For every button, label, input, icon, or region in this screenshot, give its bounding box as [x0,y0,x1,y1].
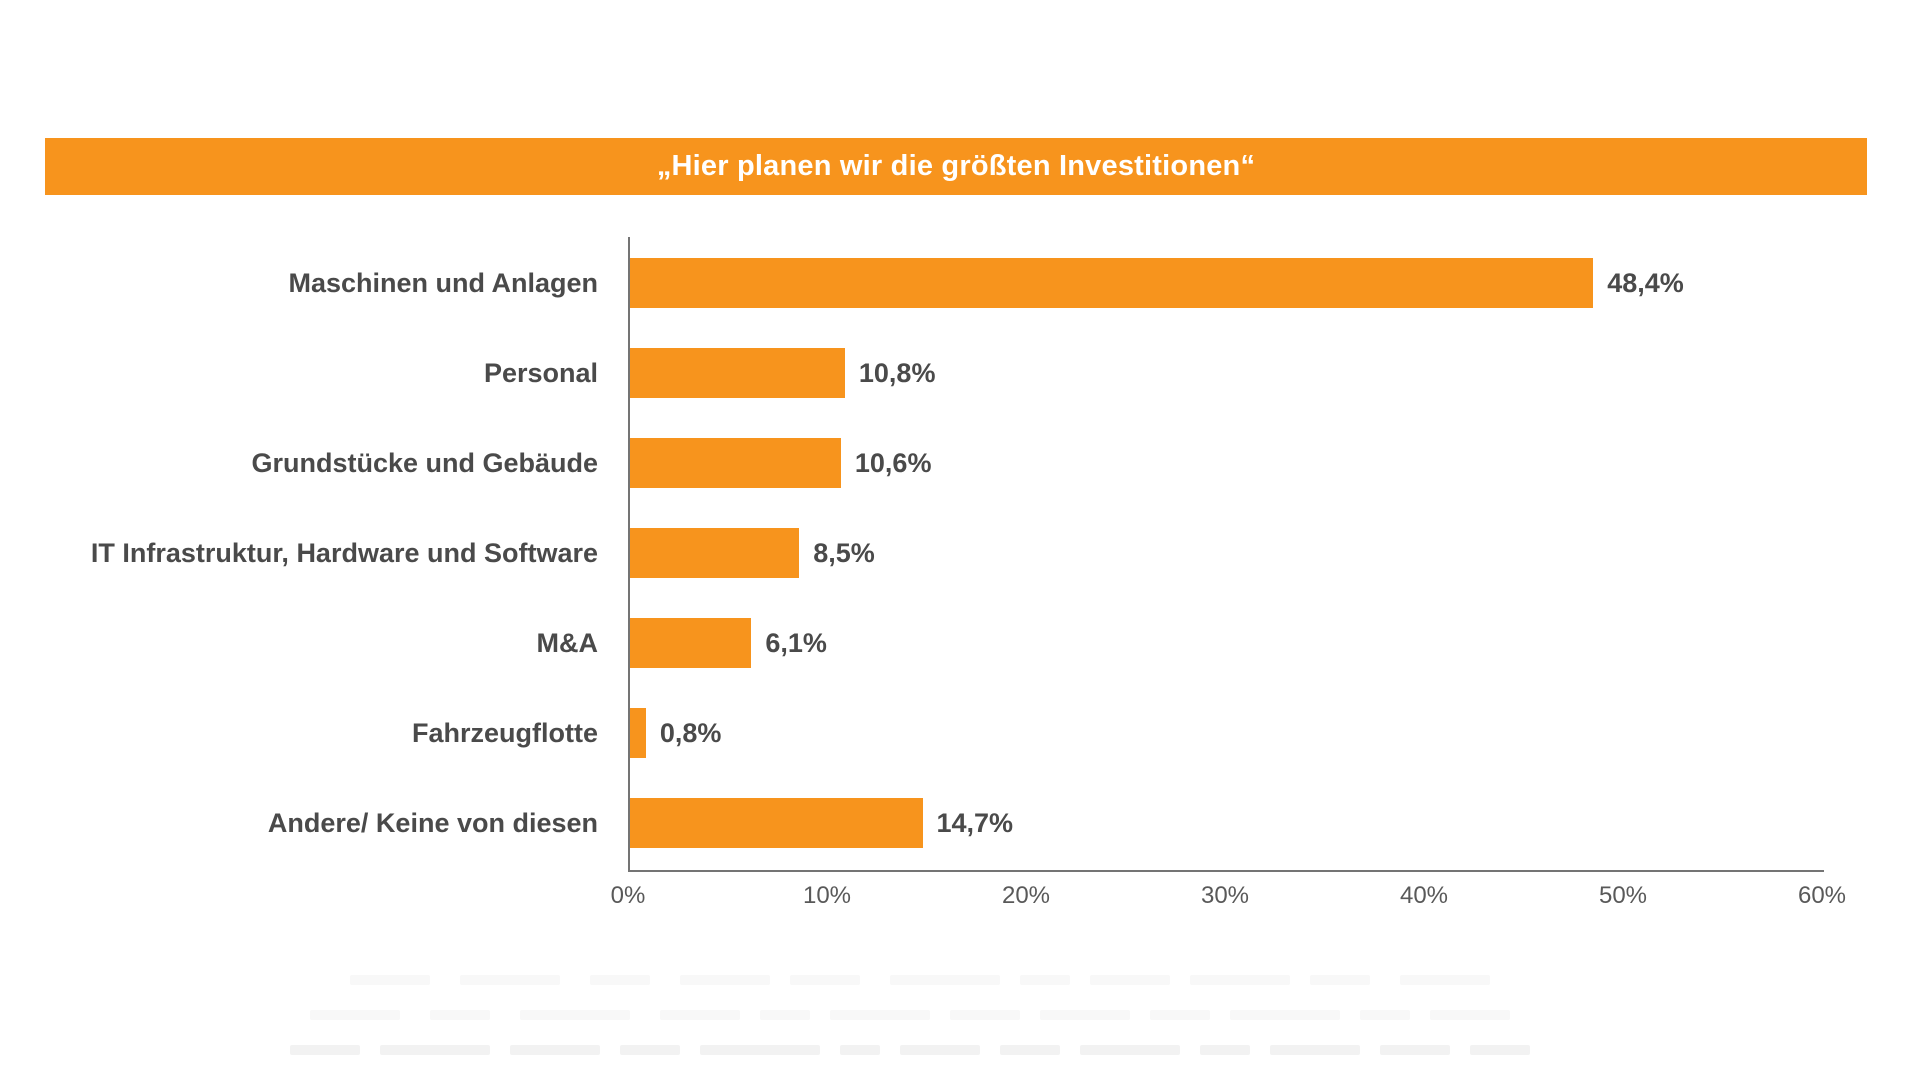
ghost-dash [1090,975,1170,985]
ghost-dash [1430,1010,1510,1020]
ghost-dash [1230,1010,1340,1020]
ghost-dash [1150,1010,1210,1020]
ghost-dash [620,1045,680,1055]
bar-value-label: 8,5% [813,538,875,568]
ghost-dash [950,1010,1020,1020]
ghost-dash [350,975,430,985]
ghost-dash [1310,975,1370,985]
ghost-dash [1200,1045,1250,1055]
bar-value-label: 6,1% [765,628,827,658]
category-label: Grundstücke und Gebäude [251,448,598,478]
ghost-dash [380,1045,490,1055]
category-label: Andere/ Keine von diesen [267,808,598,838]
ghost-dash [1000,1045,1060,1055]
x-tick-label: 50% [1598,882,1648,909]
bar-1 [630,258,1594,308]
ghost-dash [790,975,860,985]
category-label: Personal [483,358,598,388]
ghost-dash [290,1045,360,1055]
ghost-dash [1380,1045,1450,1055]
x-tick-label: 40% [1399,882,1449,909]
category-label: IT Infrastruktur, Hardware und Software [90,538,598,568]
bar-4 [630,528,800,578]
bar-value-label: 48,4% [1607,268,1684,298]
ghost-dash [840,1045,880,1055]
category-label: Maschinen und Anlagen [288,268,598,298]
bar-value-label: 10,6% [854,448,932,478]
ghost-text-remnants [0,960,1920,1080]
x-axis-tick-labels: 0% 10% 20% 30% 40% 50% 60% [611,882,1846,912]
ghost-dash [520,1010,630,1020]
bar-value-label: 10,8% [858,358,936,388]
ghost-dash [700,1045,820,1055]
ghost-dash [590,975,650,985]
ghost-dash [900,1045,980,1055]
bar-7 [630,798,923,848]
ghost-dash [430,1010,490,1020]
ghost-dash [310,1010,400,1020]
bar-value-label: 0,8% [659,718,722,748]
bar-2 [630,348,845,398]
x-tick-label: 60% [1797,882,1847,909]
x-tick-label: 0% [610,882,646,909]
title-banner: „Hier planen wir die größten Investition… [45,138,1867,195]
category-label: M&A [536,628,599,658]
ghost-dash [890,975,1000,985]
bar-5 [630,618,752,668]
x-tick-label: 30% [1200,882,1250,909]
ghost-dash [460,975,560,985]
ghost-dash [830,1010,930,1020]
bar-6 [630,708,646,758]
category-label: Fahrzeugflotte [412,718,598,748]
bar-3 [630,438,841,488]
x-tick-label: 10% [802,882,852,909]
ghost-dash [1040,1010,1130,1020]
x-tick-label: 20% [1001,882,1051,909]
ghost-dash [1360,1010,1410,1020]
ghost-dash [760,1010,810,1020]
ghost-dash [1080,1045,1180,1055]
ghost-dash [1020,975,1070,985]
bar-chart-plot-area: 48,4% 10,8% 10,6% 8,5% 6,1% 0,8% 14,7% [628,237,1824,872]
ghost-dash [1400,975,1490,985]
bar-value-label: 14,7% [936,808,1014,838]
ghost-dash [680,975,770,985]
ghost-dash [1270,1045,1360,1055]
ghost-dash [660,1010,740,1020]
chart-title: „Hier planen wir die größten Investition… [656,150,1256,182]
category-axis-labels: Maschinen und Anlagen Personal Grundstücke… [0,237,598,870]
ghost-dash [1470,1045,1530,1055]
ghost-dash [510,1045,600,1055]
ghost-dash [1190,975,1290,985]
